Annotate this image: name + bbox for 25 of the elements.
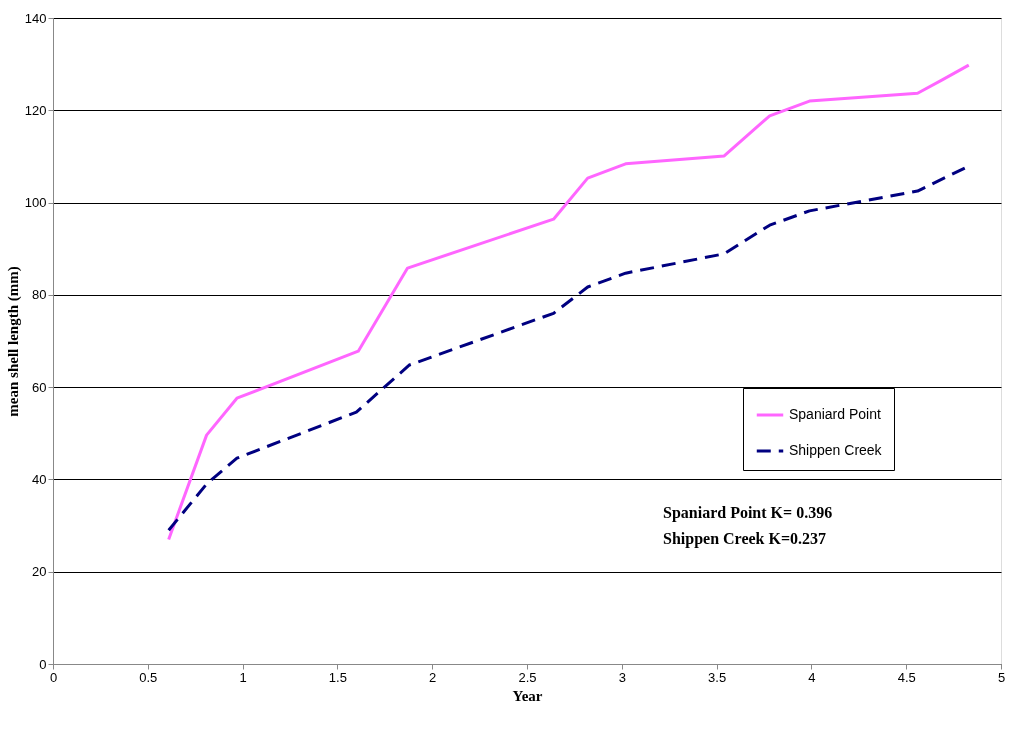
x-tick-label: 1.5 [328, 669, 347, 685]
y-tick-label: 100 [24, 195, 47, 211]
x-tick-label: 5 [997, 669, 1006, 685]
x-tick-label: 0.5 [139, 669, 158, 685]
x-tick-label: 2 [429, 669, 437, 685]
x-tick-label: 4.5 [897, 669, 916, 685]
x-axis-title: Year [512, 687, 543, 704]
legend-label: Spaniard Point [789, 406, 881, 422]
legend-label: Shippen Creek [789, 442, 883, 458]
y-tick-label: 0 [39, 656, 47, 672]
y-axis-title: mean shell length (mm) [4, 266, 22, 417]
y-tick-label: 40 [32, 471, 47, 487]
y-tick-label: 140 [24, 10, 47, 26]
x-tick-label: 0 [49, 669, 58, 685]
x-tick-label: 3.5 [708, 669, 727, 685]
x-tick-label: 2.5 [518, 669, 537, 685]
y-tick-label: 120 [24, 102, 47, 118]
annotation: Shippen Creek K=0.237 [663, 530, 827, 548]
x-tick-label: 4 [808, 669, 816, 685]
annotation: Spaniard Point K= 0.396 [663, 504, 833, 522]
x-tick-label: 3 [618, 669, 626, 685]
y-tick-label: 20 [32, 564, 47, 580]
y-tick-label: 80 [32, 287, 47, 303]
x-tick-label: 1 [239, 669, 247, 685]
y-tick-label: 60 [32, 379, 47, 395]
